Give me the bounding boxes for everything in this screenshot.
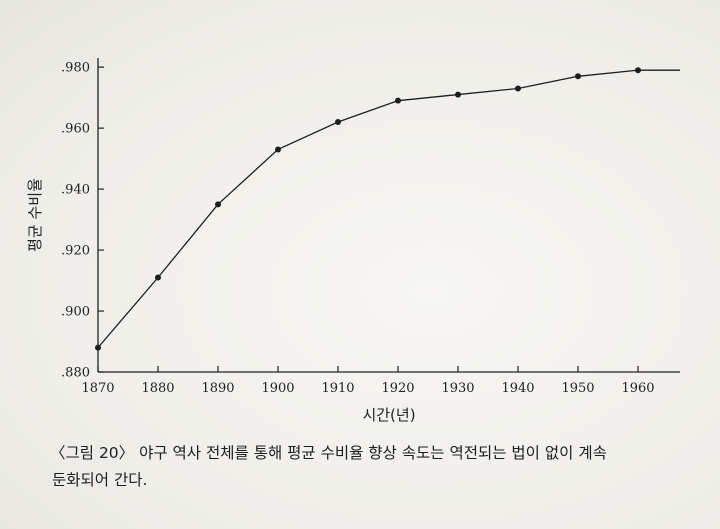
data-point: [335, 119, 341, 126]
x-tick-label: 1940: [501, 381, 534, 396]
y-tick-label: .940: [61, 183, 90, 198]
data-point: [155, 274, 161, 281]
x-tick-label: 1920: [381, 381, 414, 396]
data-point: [215, 201, 221, 208]
x-tick-label: 1870: [81, 381, 114, 396]
figure-caption: 〈그림 20〉 야구 역사 전체를 통해 평균 수비율 향상 속도는 역전되는 …: [50, 440, 700, 494]
data-point: [575, 73, 581, 80]
x-tick-label: 1910: [321, 381, 354, 396]
y-axis-title: 평균 수비율: [26, 178, 44, 252]
data-point: [395, 97, 401, 104]
caption-line-2: 둔화되어 간다.: [52, 471, 148, 489]
series-line: [97, 69, 680, 349]
y-axis-ticks: .880 .900 .920 .940 .960 .980: [61, 61, 104, 381]
y-tick-label: .960: [61, 122, 90, 137]
y-tick-label: .880: [61, 366, 90, 381]
chart-series: [95, 67, 680, 351]
caption-line-1: 〈그림 20〉 야구 역사 전체를 통해 평균 수비율 향상 속도는 역전되는 …: [50, 444, 607, 462]
chart-axes: [97, 58, 680, 373]
x-axis-title: 시간(년): [362, 406, 415, 424]
x-tick-label: 1890: [201, 381, 234, 396]
x-tick-label: 1900: [261, 381, 294, 396]
y-tick-label: .920: [61, 244, 90, 259]
fielding-average-chart: .880 .900 .920 .940 .960 .980 1870 1880 1890 190…: [26, 58, 680, 424]
x-tick-label: 1960: [621, 381, 654, 396]
x-tick-label: 1880: [141, 381, 174, 396]
y-tick-label: .900: [61, 305, 90, 320]
x-tick-label: 1950: [561, 381, 594, 396]
data-point: [515, 85, 521, 92]
x-axis-ticks: 1870 1880 1890 1900 1910 1920 1930 1940 1950 1960: [81, 366, 655, 396]
x-tick-label: 1930: [441, 381, 474, 396]
data-point: [455, 91, 461, 98]
data-point: [95, 344, 101, 351]
data-point: [635, 67, 641, 74]
y-tick-label: .980: [61, 61, 90, 76]
data-point: [275, 146, 281, 153]
